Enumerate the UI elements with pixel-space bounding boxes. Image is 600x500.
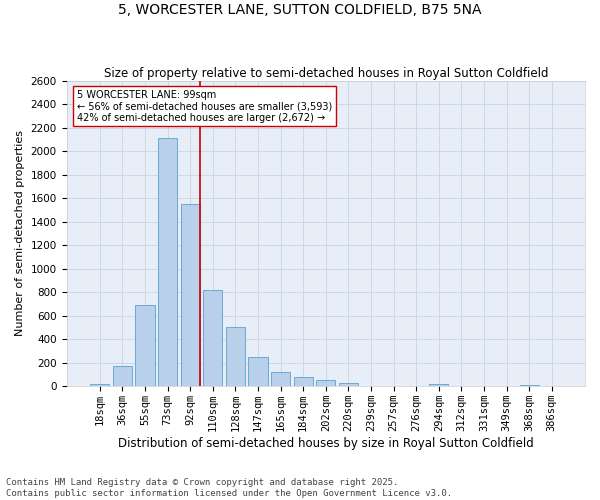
Text: Contains HM Land Registry data © Crown copyright and database right 2025.
Contai: Contains HM Land Registry data © Crown c… [6, 478, 452, 498]
Text: 5, WORCESTER LANE, SUTTON COLDFIELD, B75 5NA: 5, WORCESTER LANE, SUTTON COLDFIELD, B75… [118, 2, 482, 16]
Bar [293, 378, 313, 386]
Bar [316, 380, 335, 386]
Bar [339, 383, 358, 386]
Bar [226, 327, 245, 386]
Bar [429, 384, 448, 386]
Bar [271, 372, 290, 386]
Bar [203, 290, 223, 386]
Bar [158, 138, 177, 386]
Bar [181, 204, 200, 386]
Bar [90, 384, 109, 386]
Bar [248, 357, 268, 386]
Bar [520, 384, 539, 386]
Title: Size of property relative to semi-detached houses in Royal Sutton Coldfield: Size of property relative to semi-detach… [104, 66, 548, 80]
Bar [136, 304, 155, 386]
Bar [113, 366, 132, 386]
Text: 5 WORCESTER LANE: 99sqm
← 56% of semi-detached houses are smaller (3,593)
42% of: 5 WORCESTER LANE: 99sqm ← 56% of semi-de… [77, 90, 332, 123]
Y-axis label: Number of semi-detached properties: Number of semi-detached properties [15, 130, 25, 336]
X-axis label: Distribution of semi-detached houses by size in Royal Sutton Coldfield: Distribution of semi-detached houses by … [118, 437, 533, 450]
